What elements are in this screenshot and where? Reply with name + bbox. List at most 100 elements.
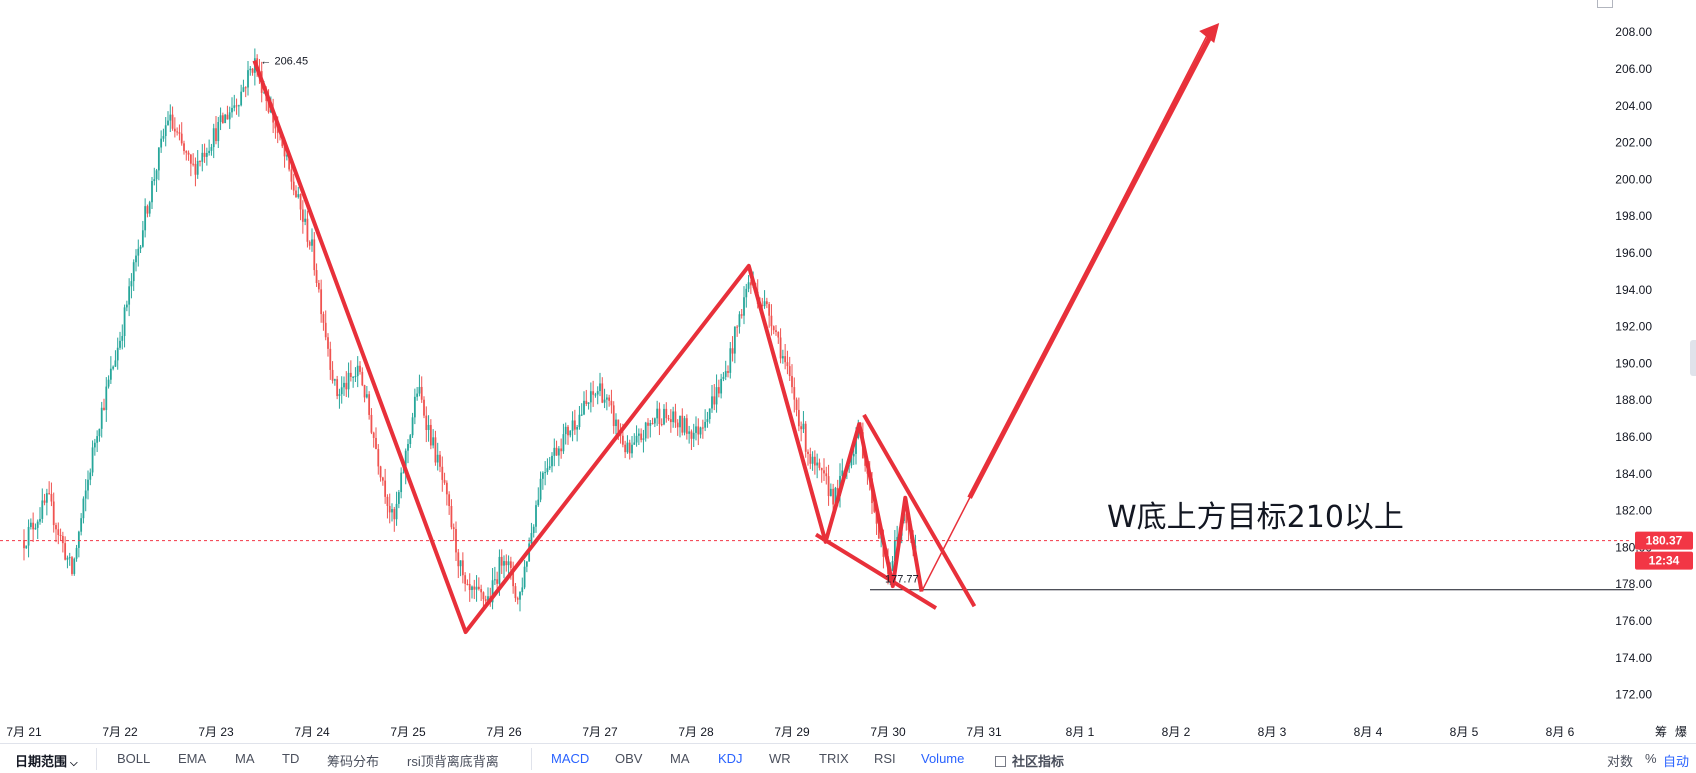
candle-body bbox=[537, 499, 540, 506]
candle-body bbox=[151, 180, 153, 203]
indicator-obv[interactable]: OBV bbox=[615, 751, 643, 766]
candle-body bbox=[711, 396, 713, 409]
candle-body bbox=[173, 128, 176, 132]
price-axis[interactable]: 172.00174.00176.00178.00180.00182.00184.… bbox=[1615, 25, 1652, 701]
candle-body bbox=[811, 456, 814, 464]
candle-body bbox=[308, 241, 311, 246]
candle-body bbox=[466, 583, 469, 585]
indicator-ema[interactable]: EMA bbox=[178, 751, 207, 766]
indicator-volume[interactable]: Volume bbox=[921, 751, 965, 766]
community-indicators-button[interactable]: 社区指标 bbox=[995, 751, 1064, 770]
candle-body bbox=[576, 427, 579, 430]
indicator-rsi[interactable]: RSI bbox=[874, 751, 896, 766]
candle-body bbox=[473, 586, 476, 590]
toolbar-divider bbox=[96, 748, 97, 770]
candle-body bbox=[651, 423, 654, 425]
candle-body bbox=[688, 431, 691, 434]
side-panel-handle[interactable] bbox=[1690, 340, 1696, 376]
price-tick-label: 196.00 bbox=[1615, 246, 1652, 260]
candle-body bbox=[578, 414, 581, 428]
candle-body bbox=[402, 472, 405, 474]
candle-body bbox=[519, 592, 521, 600]
date-range-dropdown[interactable]: 日期范围 ⌵ bbox=[15, 751, 78, 770]
candle-body bbox=[288, 155, 291, 170]
candle-body bbox=[242, 87, 245, 92]
candle-body bbox=[59, 535, 62, 537]
candle-body bbox=[816, 462, 819, 466]
candle-body bbox=[55, 525, 57, 530]
candle-body bbox=[439, 454, 441, 467]
indicator-rsi-divergence[interactable]: rsi顶背离底背离 bbox=[407, 754, 499, 769]
candle-body bbox=[891, 561, 894, 572]
chevron-down-icon: ⌵ bbox=[70, 758, 78, 769]
indicator-boll[interactable]: BOLL bbox=[117, 751, 151, 766]
indicator-ma-sub[interactable]: MA bbox=[670, 751, 690, 766]
candle-body bbox=[324, 322, 327, 338]
log-scale-toggle[interactable]: 对数 bbox=[1607, 754, 1634, 769]
candle-body bbox=[777, 331, 780, 338]
candle-body bbox=[731, 348, 734, 354]
candle-body bbox=[553, 447, 556, 456]
time-axis[interactable]: 7月 21 7月 22 7月 23 7月 24 7月 25 7月 26 7月 27 7月 28… bbox=[6, 725, 1687, 739]
candle-body bbox=[73, 558, 76, 574]
candle-body bbox=[500, 556, 503, 566]
indicator-ma[interactable]: MA bbox=[235, 751, 255, 766]
indicator-wr[interactable]: WR bbox=[769, 751, 791, 766]
candle-body bbox=[336, 379, 339, 397]
price-chart[interactable]: 172.00174.00176.00178.00180.00182.00184.… bbox=[0, 0, 1696, 743]
last-price-badge bbox=[1635, 531, 1693, 550]
candle-body bbox=[215, 128, 217, 142]
candle-body bbox=[685, 418, 688, 434]
indicator-macd[interactable]: MACD bbox=[551, 751, 590, 766]
candle-body bbox=[571, 420, 574, 431]
candle-body bbox=[416, 393, 419, 397]
candle-body bbox=[48, 493, 51, 495]
candle-body bbox=[52, 501, 55, 526]
candle-body bbox=[299, 194, 302, 210]
corner-tab[interactable] bbox=[1597, 0, 1613, 8]
candle-body bbox=[665, 408, 668, 419]
candle-body bbox=[119, 340, 121, 348]
candle-body bbox=[407, 443, 409, 451]
candle-body bbox=[103, 407, 105, 410]
indicator-kdj[interactable]: KDJ bbox=[718, 751, 743, 766]
date-range-label: 日期范围 bbox=[15, 754, 68, 769]
indicator-trix[interactable]: TRIX bbox=[819, 751, 849, 766]
percent-scale-toggle[interactable]: % bbox=[1645, 751, 1657, 766]
candle-body bbox=[322, 314, 325, 323]
indicator-td[interactable]: TD bbox=[282, 751, 300, 766]
candle-body bbox=[187, 152, 190, 155]
auto-scale-toggle[interactable]: 自动 bbox=[1663, 754, 1690, 769]
candle-body bbox=[43, 500, 46, 503]
candle-body bbox=[29, 522, 32, 527]
candle-body bbox=[80, 518, 83, 532]
candle-body bbox=[429, 424, 432, 446]
candle-body bbox=[391, 509, 393, 513]
indicator-chip-distribution[interactable]: 筹码分布 bbox=[327, 754, 380, 769]
candle-body bbox=[820, 467, 823, 471]
candle-body bbox=[525, 561, 528, 567]
drawing-layer[interactable] bbox=[0, 23, 1634, 635]
candle-body bbox=[384, 480, 387, 497]
candle-body bbox=[804, 423, 807, 452]
candle-body bbox=[212, 128, 215, 148]
candle-body bbox=[599, 383, 601, 392]
candle-body bbox=[189, 154, 192, 164]
price-tick-label: 184.00 bbox=[1615, 467, 1652, 481]
candle-body bbox=[413, 396, 416, 418]
label-layer: ← 206.45 177.77 W底上方目标210以上 180.37 12:34 bbox=[260, 56, 1693, 585]
candle-body bbox=[285, 155, 288, 157]
candle-body bbox=[240, 91, 243, 106]
candle-body bbox=[781, 356, 784, 359]
time-tick-label: 7月 28 bbox=[678, 725, 714, 739]
candle-body bbox=[587, 402, 590, 404]
candle-body bbox=[304, 218, 307, 222]
candle-body bbox=[697, 426, 700, 435]
candle-body bbox=[736, 326, 739, 328]
last-price-value: 180.37 bbox=[1646, 534, 1683, 548]
candle-body bbox=[25, 545, 28, 549]
candle-body bbox=[139, 246, 142, 249]
candlestick-series bbox=[23, 48, 917, 612]
low-price-marker: 177.77 bbox=[885, 573, 919, 585]
candle-body bbox=[612, 405, 615, 427]
